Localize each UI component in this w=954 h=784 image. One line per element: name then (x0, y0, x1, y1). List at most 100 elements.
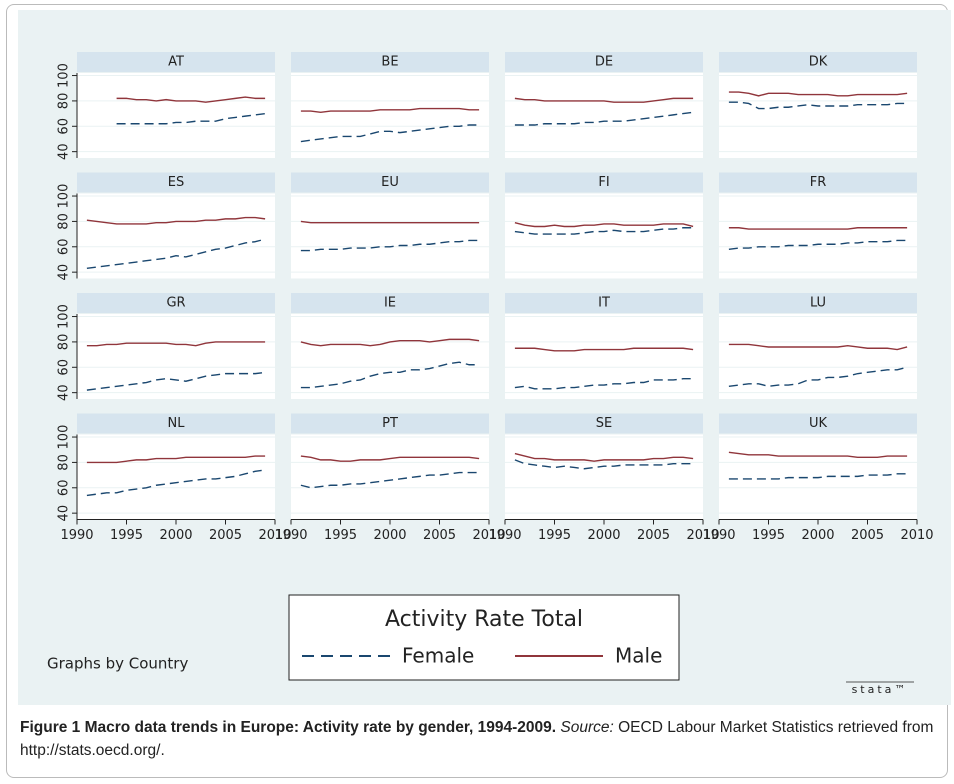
plot-area (77, 193, 275, 279)
plot-area (505, 193, 703, 279)
plot-area (291, 73, 489, 158)
y-tick-label: 100 (57, 63, 72, 88)
series-line (116, 112, 266, 125)
plot-area (77, 314, 275, 399)
y-tick-label: 100 (57, 425, 72, 450)
plot-area (719, 193, 917, 279)
series-line (514, 378, 694, 390)
x-tick-label: 2010 (900, 528, 933, 543)
panel-title: LU (810, 296, 826, 311)
strip (291, 172, 489, 193)
panel: ES 40 60 80 100 (57, 172, 275, 280)
x-tick-label: 2005 (637, 528, 670, 543)
strip (291, 52, 489, 72)
panel-title: NL (168, 416, 186, 431)
strip (291, 413, 489, 434)
panel: SE 1990 1995 2000 2005 2010 (488, 413, 720, 543)
panel: IT (505, 293, 703, 399)
x-tick-label: 1990 (60, 528, 93, 543)
strip (719, 52, 917, 72)
y-tick-label: 60 (57, 239, 72, 256)
series-line (300, 107, 480, 114)
strip (719, 172, 917, 193)
series-line (728, 239, 908, 251)
caption-text: OECD Labour Market Statistics retrieved … (20, 719, 934, 759)
y-tick-label: 60 (57, 480, 72, 497)
series-line (300, 471, 480, 489)
panel: DE (505, 52, 703, 158)
series-line (514, 347, 694, 352)
series-line (116, 96, 266, 103)
x-tick-label: 1995 (752, 528, 785, 543)
strip (77, 52, 275, 72)
panel: UK 1990 1995 2000 2005 2010 (702, 413, 934, 543)
x-tick-label: 2010 (258, 528, 291, 543)
series-line (514, 452, 694, 462)
y-tick-label: 40 (57, 384, 72, 401)
series-line (514, 97, 694, 103)
y-tick-label: 100 (57, 304, 72, 329)
panel-title: FI (598, 175, 609, 190)
strip (291, 293, 489, 313)
strip (77, 413, 275, 434)
y-tick-label: 80 (57, 93, 72, 110)
series-line (728, 343, 908, 351)
caption-source-label: Source: (560, 719, 614, 736)
series-line (300, 361, 480, 389)
panel-title: IE (384, 296, 396, 311)
note: Graphs by Country (47, 655, 188, 673)
strip (505, 413, 703, 434)
series-line (300, 220, 480, 224)
plot-area (719, 314, 917, 399)
plot-area (77, 73, 275, 158)
plot-area (291, 193, 489, 279)
series-line (86, 341, 266, 347)
strip (77, 172, 275, 193)
panel: PT 1990 1995 2000 2005 2010 (274, 413, 506, 543)
panel-title: FR (810, 175, 827, 190)
strip (719, 293, 917, 313)
legend-title: Activity Rate Total (385, 607, 583, 632)
series-line (514, 111, 694, 126)
x-tick-label: 1995 (538, 528, 571, 543)
panel: LU (719, 293, 917, 399)
series-line (86, 455, 266, 464)
plot-area (291, 314, 489, 399)
series-line (86, 216, 266, 225)
x-tick-label: 2010 (686, 528, 719, 543)
series-line (514, 459, 694, 470)
strip (505, 52, 703, 72)
series-line (514, 222, 694, 228)
x-tick-label: 2000 (801, 528, 834, 543)
panel-title: ES (168, 175, 184, 190)
panels: AT 40 60 80 100 BE DE DK ES 40 60 80 100 EU FI FR GR 40 60… (57, 52, 934, 543)
x-tick-label: 2000 (159, 528, 192, 543)
panel-title: PT (382, 416, 398, 431)
y-tick-label: 80 (57, 334, 72, 351)
y-tick-label: 80 (57, 454, 72, 471)
strip (505, 172, 703, 193)
panel: FI (505, 172, 703, 279)
series-line (300, 338, 480, 347)
panel: EU (291, 172, 489, 279)
x-tick-label: 2000 (373, 528, 406, 543)
series-line (728, 473, 908, 480)
caption: Figure 1 Macro data trends in Europe: Ac… (20, 716, 945, 762)
plot-area (505, 434, 703, 520)
panel: BE (291, 52, 489, 158)
panel: IE (291, 293, 489, 399)
panel: NL 40 60 80 100 1990 1995 2000 2005 2010 (57, 413, 292, 543)
x-tick-label: 2000 (587, 528, 620, 543)
y-tick-label: 40 (57, 143, 72, 160)
panel: DK (719, 52, 917, 158)
chart: AT 40 60 80 100 BE DE DK ES 40 60 80 100 EU FI FR GR 40 60… (18, 10, 951, 705)
y-tick-label: 80 (57, 213, 72, 230)
x-tick-label: 1990 (488, 528, 521, 543)
panel-title: UK (809, 416, 828, 431)
series-line (300, 455, 480, 462)
x-tick-label: 1990 (702, 528, 735, 543)
x-tick-label: 2005 (423, 528, 456, 543)
x-tick-label: 2005 (209, 528, 242, 543)
series-line (300, 124, 480, 143)
logo: stata™ (852, 683, 909, 696)
